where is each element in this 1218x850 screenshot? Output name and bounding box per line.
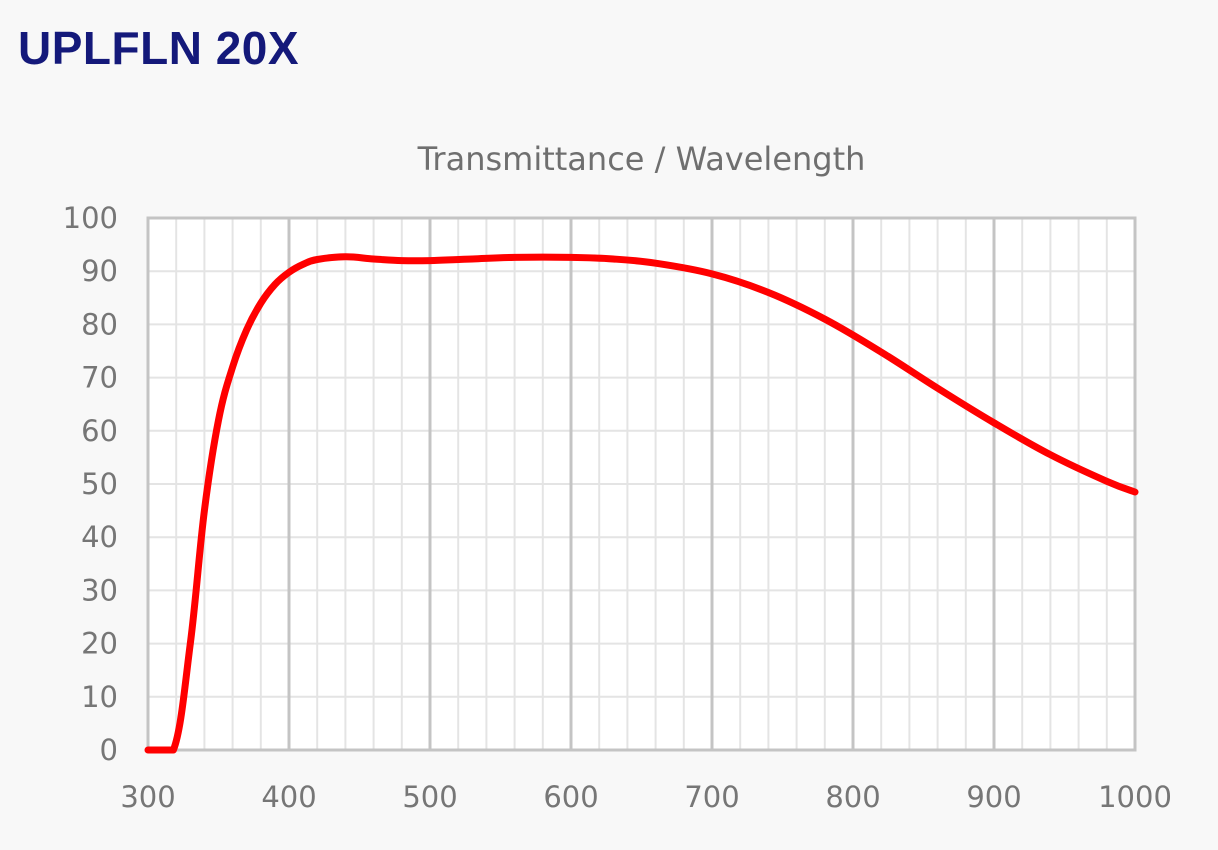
y-tick-label: 50 [81,467,118,501]
series-line-0 [144,253,1139,754]
y-tick-label: 60 [81,414,118,448]
y-tick-label: 10 [81,680,118,714]
y-tick-label: 0 [100,733,118,767]
x-tick-label: 900 [966,780,1021,814]
plot-frame [146,216,1137,752]
y-tick-label: 40 [81,520,118,554]
x-tick-label: 800 [825,780,880,814]
x-tick-label: 700 [684,780,739,814]
x-tick-label: 400 [261,780,316,814]
chart-title: Transmittance / Wavelength [417,140,866,178]
y-tick-label: 80 [81,307,118,341]
y-tick-label: 20 [81,627,118,661]
y-tick-label: 90 [81,254,118,288]
x-tick-label: 300 [120,780,175,814]
y-tick-label: 100 [63,201,118,235]
x-tick-label: 600 [543,780,598,814]
y-tick-label: 30 [81,573,118,607]
y-tick-label: 70 [81,361,118,395]
x-tick-label: 1000 [1098,780,1172,814]
page-title: UPLFLN 20X [18,22,300,74]
x-tick-label: 500 [402,780,457,814]
